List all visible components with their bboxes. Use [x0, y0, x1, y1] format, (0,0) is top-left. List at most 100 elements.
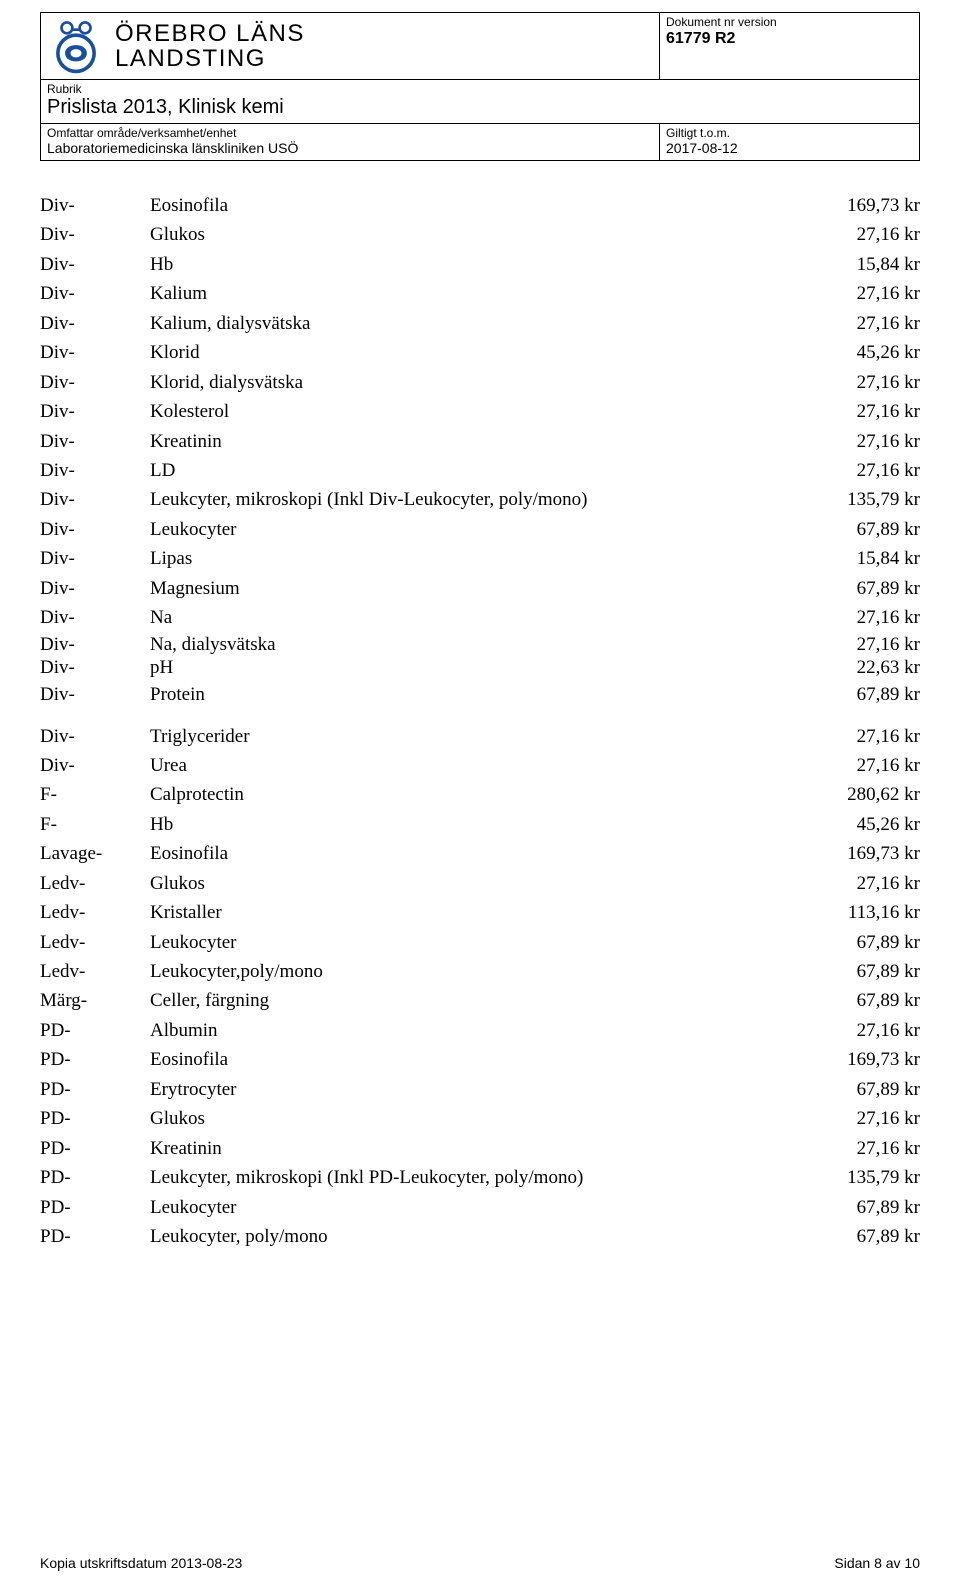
row-name: Kreatinin	[150, 1134, 780, 1163]
row-name: Na, dialysvätska	[150, 633, 780, 657]
price-row: Ledv-Glukos27,16 kr	[40, 869, 920, 898]
price-row: Div-Kreatinin27,16 kr	[40, 427, 920, 456]
row-prefix: Div-	[40, 751, 150, 780]
row-name: Kalium	[150, 279, 780, 308]
row-price: 22,63 kr	[780, 656, 920, 680]
price-row: Div-Klorid45,26 kr	[40, 338, 920, 367]
document-header: ÖREBRO LÄNS LANDSTING Dokument nr versio…	[40, 12, 920, 161]
row-prefix: PD-	[40, 1193, 150, 1222]
price-row: Lavage-Eosinofila169,73 kr	[40, 839, 920, 868]
price-list: Div-Eosinofila169,73 krDiv-Glukos27,16 k…	[40, 191, 920, 1251]
row-price: 27,16 kr	[780, 722, 920, 751]
row-price: 135,79 kr	[780, 1163, 920, 1192]
header-top-row: ÖREBRO LÄNS LANDSTING Dokument nr versio…	[41, 13, 919, 80]
row-price: 67,89 kr	[780, 957, 920, 986]
row-prefix: PD-	[40, 1222, 150, 1251]
price-row: PD-Leukcyter, mikroskopi (Inkl PD-Leukoc…	[40, 1163, 920, 1192]
row-prefix: PD-	[40, 1075, 150, 1104]
row-price: 27,16 kr	[780, 309, 920, 338]
row-price: 27,16 kr	[780, 1104, 920, 1133]
row-name: Eosinofila	[150, 839, 780, 868]
row-prefix: Div-	[40, 722, 150, 751]
price-row: Ledv-Kristaller113,16 kr	[40, 898, 920, 927]
row-prefix: F-	[40, 810, 150, 839]
row-price: 45,26 kr	[780, 810, 920, 839]
price-row: Div-Magnesium67,89 kr	[40, 574, 920, 603]
row-price: 67,89 kr	[780, 515, 920, 544]
doc-version-value: 61779 R2	[666, 30, 913, 48]
org-name-line2: LANDSTING	[115, 46, 305, 71]
price-row: Div-Na27,16 kr	[40, 603, 920, 632]
price-row: F-Calprotectin280,62 kr	[40, 780, 920, 809]
row-name: Leukocyter	[150, 515, 780, 544]
scope-label: Omfattar område/verksamhet/enhet	[47, 126, 653, 140]
price-row: PD-Kreatinin27,16 kr	[40, 1134, 920, 1163]
rubrik-title: Prislista 2013, Klinisk kemi	[47, 96, 913, 119]
row-prefix: Div-	[40, 633, 150, 657]
row-name: Hb	[150, 250, 780, 279]
price-row: PD-Leukocyter67,89 kr	[40, 1193, 920, 1222]
row-price: 67,89 kr	[780, 1193, 920, 1222]
org-name-line1: ÖREBRO LÄNS	[115, 21, 305, 46]
row-name: Glukos	[150, 869, 780, 898]
row-prefix: Div-	[40, 309, 150, 338]
row-prefix: PD-	[40, 1045, 150, 1074]
price-row: Div-pH22,63 kr	[40, 656, 920, 680]
row-price: 45,26 kr	[780, 338, 920, 367]
row-name: Eosinofila	[150, 1045, 780, 1074]
row-prefix: Märg-	[40, 986, 150, 1015]
row-prefix: Div-	[40, 456, 150, 485]
row-price: 67,89 kr	[780, 680, 920, 709]
price-row: PD-Eosinofila169,73 kr	[40, 1045, 920, 1074]
row-prefix: Ledv-	[40, 957, 150, 986]
price-row: Div-Lipas15,84 kr	[40, 544, 920, 573]
row-price: 67,89 kr	[780, 928, 920, 957]
row-name: Urea	[150, 751, 780, 780]
rubrik-box: Rubrik Prislista 2013, Klinisk kemi	[41, 80, 919, 124]
header-bottom-row: Omfattar område/verksamhet/enhet Laborat…	[41, 124, 919, 160]
validity-label: Giltigt t.o.m.	[666, 126, 913, 140]
row-prefix: Div-	[40, 427, 150, 456]
row-price: 67,89 kr	[780, 1222, 920, 1251]
row-name: pH	[150, 656, 780, 680]
price-row: F-Hb45,26 kr	[40, 810, 920, 839]
row-prefix: Div-	[40, 368, 150, 397]
row-name: Albumin	[150, 1016, 780, 1045]
scope-box: Omfattar område/verksamhet/enhet Laborat…	[41, 124, 659, 160]
row-prefix: Div-	[40, 544, 150, 573]
row-price: 27,16 kr	[780, 603, 920, 632]
price-row: Märg-Celler, färgning67,89 kr	[40, 986, 920, 1015]
row-price: 169,73 kr	[780, 839, 920, 868]
row-price: 113,16 kr	[780, 898, 920, 927]
row-prefix: Div-	[40, 191, 150, 220]
row-price: 67,89 kr	[780, 1075, 920, 1104]
row-name: Lipas	[150, 544, 780, 573]
row-name: Protein	[150, 680, 780, 709]
row-name: Triglycerider	[150, 722, 780, 751]
row-name: Glukos	[150, 1104, 780, 1133]
row-price: 27,16 kr	[780, 279, 920, 308]
doc-version-box: Dokument nr version 61779 R2	[659, 13, 919, 79]
row-price: 15,84 kr	[780, 544, 920, 573]
row-price: 27,16 kr	[780, 751, 920, 780]
row-name: Kreatinin	[150, 427, 780, 456]
row-gap	[40, 710, 920, 722]
validity-box: Giltigt t.o.m. 2017-08-12	[659, 124, 919, 160]
price-row: Ledv-Leukocyter,poly/mono67,89 kr	[40, 957, 920, 986]
price-row: PD-Leukocyter, poly/mono67,89 kr	[40, 1222, 920, 1251]
row-prefix: Ledv-	[40, 928, 150, 957]
doc-version-label: Dokument nr version	[666, 15, 913, 29]
row-price: 27,16 kr	[780, 397, 920, 426]
scope-value: Laboratoriemedicinska länskliniken USÖ	[47, 140, 653, 156]
row-name: Leukocyter,poly/mono	[150, 957, 780, 986]
rubrik-label: Rubrik	[47, 82, 913, 96]
row-prefix: Lavage-	[40, 839, 150, 868]
price-row: Div-Kalium, dialysvätska27,16 kr	[40, 309, 920, 338]
row-prefix: Div-	[40, 220, 150, 249]
row-price: 67,89 kr	[780, 986, 920, 1015]
row-name: Leukcyter, mikroskopi (Inkl Div-Leukocyt…	[150, 485, 780, 514]
row-name: Kolesterol	[150, 397, 780, 426]
row-price: 27,16 kr	[780, 427, 920, 456]
row-name: Hb	[150, 810, 780, 839]
row-price: 27,16 kr	[780, 368, 920, 397]
